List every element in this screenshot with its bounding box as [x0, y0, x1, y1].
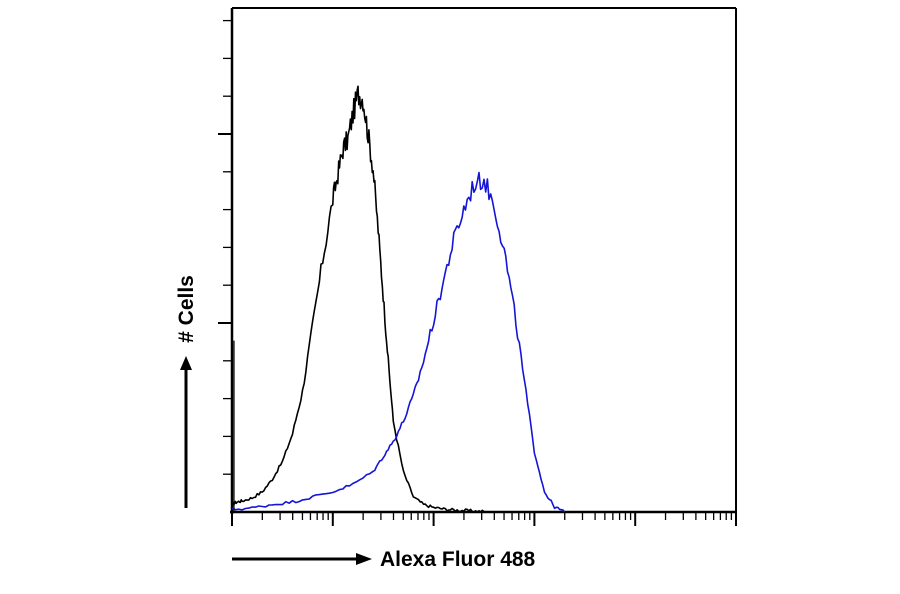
x-axis-ticks	[231, 512, 737, 526]
series-layer	[231, 85, 566, 513]
y-axis-label: # Cells	[175, 275, 198, 343]
control-histogram-line	[231, 85, 485, 513]
x-axis-label: Alexa Fluor 488	[380, 548, 536, 571]
y-axis-ticks	[218, 19, 232, 475]
stained-histogram-line	[231, 171, 566, 513]
y-axis-arrow-head	[180, 356, 192, 370]
x-axis-arrow-head	[356, 553, 372, 565]
